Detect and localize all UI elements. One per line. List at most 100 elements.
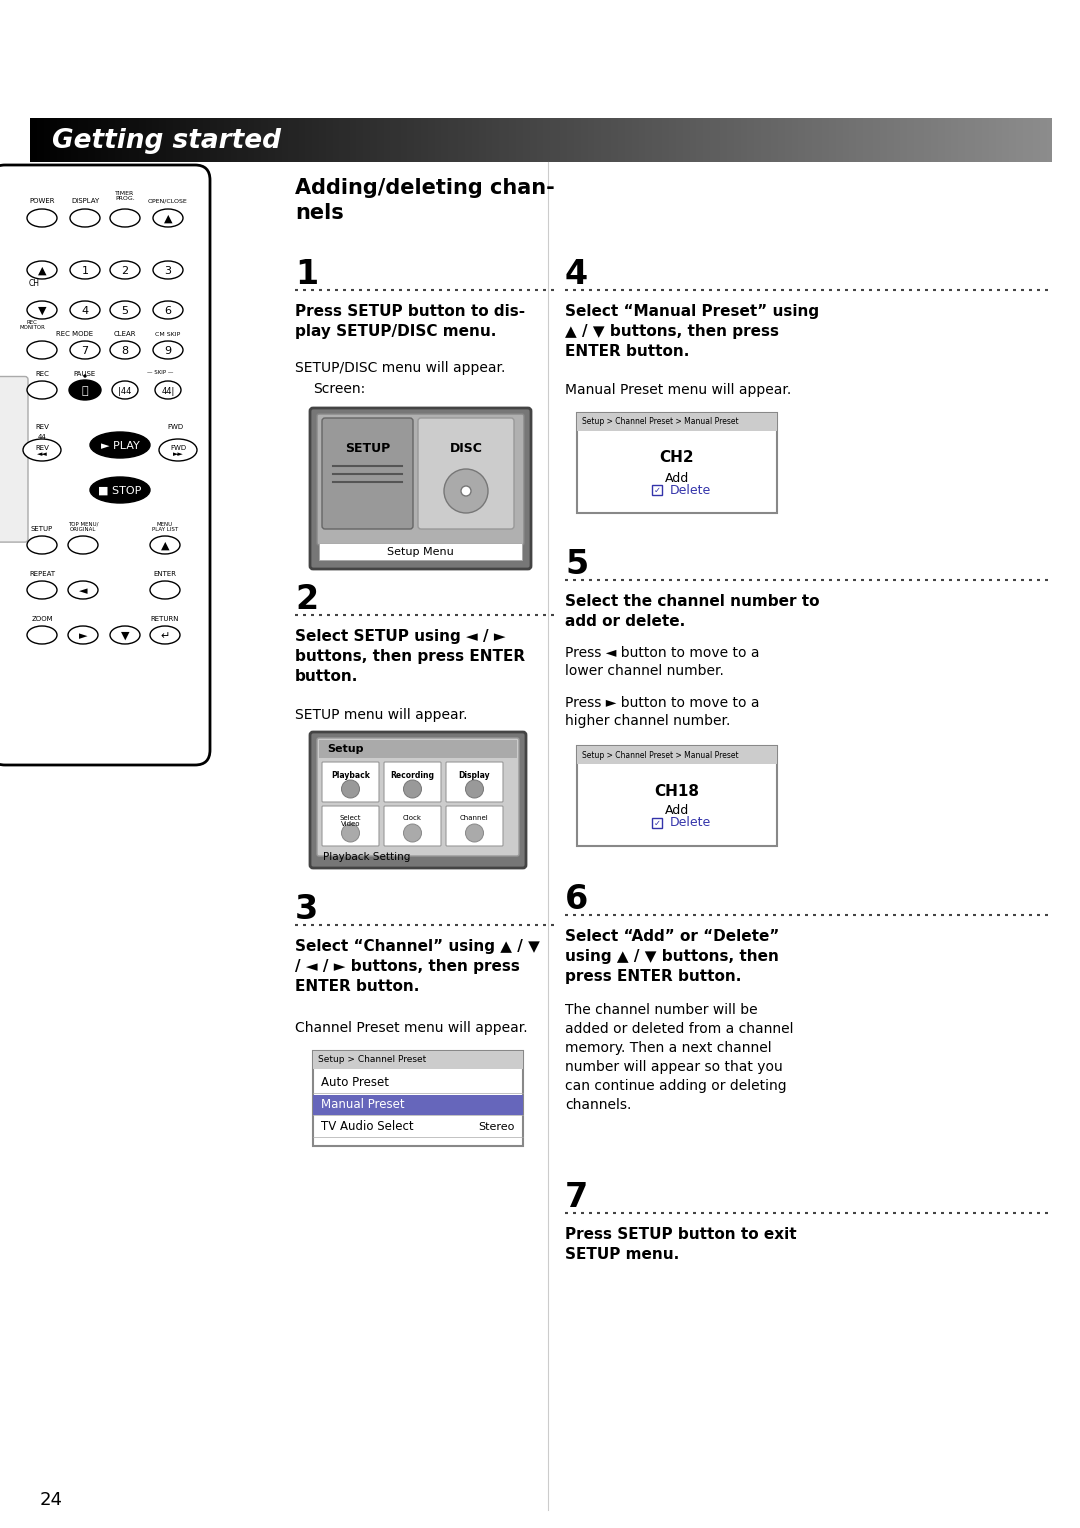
FancyBboxPatch shape [418, 419, 514, 529]
Text: CH: CH [28, 280, 40, 289]
Text: Getting started: Getting started [52, 128, 281, 154]
Text: 4: 4 [81, 306, 89, 316]
Bar [795, 118, 800, 162]
Bar [809, 118, 813, 162]
Bar [336, 118, 341, 162]
Bar [904, 118, 908, 162]
Text: 3: 3 [295, 892, 319, 926]
Text: 44: 44 [38, 434, 46, 440]
Bar [255, 118, 259, 162]
Text: 7: 7 [565, 1181, 589, 1215]
Ellipse shape [156, 380, 181, 399]
FancyBboxPatch shape [384, 762, 441, 802]
Bar [530, 118, 535, 162]
Text: TIMER
PROG.: TIMER PROG. [116, 191, 135, 202]
Ellipse shape [68, 581, 98, 599]
Text: ✓: ✓ [653, 819, 661, 828]
Ellipse shape [110, 209, 140, 228]
Bar [948, 118, 953, 162]
Text: 8: 8 [121, 345, 129, 356]
Ellipse shape [23, 439, 60, 461]
Text: ▼: ▼ [121, 631, 130, 642]
Bar [662, 118, 667, 162]
Text: SETUP: SETUP [31, 526, 53, 532]
Bar [1023, 118, 1028, 162]
Bar [577, 413, 777, 431]
Bar [431, 118, 436, 162]
Bar [489, 118, 494, 162]
Bar [102, 118, 106, 162]
FancyBboxPatch shape [0, 165, 210, 766]
Text: REC
MONITOR: REC MONITOR [19, 319, 45, 330]
Bar [67, 118, 72, 162]
Bar [339, 118, 345, 162]
Bar [442, 118, 446, 162]
FancyBboxPatch shape [577, 413, 777, 513]
Bar [866, 118, 872, 162]
Text: 1: 1 [81, 266, 89, 277]
Bar [1009, 118, 1014, 162]
Ellipse shape [70, 301, 100, 319]
Text: 6: 6 [565, 883, 589, 915]
Bar [554, 118, 558, 162]
Bar [537, 118, 541, 162]
Text: REV
◄◄: REV ◄◄ [35, 445, 49, 457]
Text: Setup > Channel Preset: Setup > Channel Preset [318, 1056, 427, 1065]
Bar [815, 118, 821, 162]
Bar [638, 118, 644, 162]
Bar [825, 118, 831, 162]
Bar [656, 118, 661, 162]
Bar [686, 118, 691, 162]
Bar [516, 118, 522, 162]
Bar [315, 118, 321, 162]
Bar [187, 118, 191, 162]
Bar [492, 118, 497, 162]
Bar [268, 118, 273, 162]
Bar [901, 118, 905, 162]
Bar [897, 118, 902, 162]
Bar [353, 118, 357, 162]
Bar [744, 118, 748, 162]
Bar [849, 118, 854, 162]
Bar [418, 118, 422, 162]
Bar [1005, 118, 1011, 162]
Bar [156, 118, 161, 162]
Bar [747, 118, 753, 162]
Bar [312, 118, 318, 162]
Bar [486, 118, 490, 162]
Text: Select
Video: Select Video [340, 814, 361, 828]
Bar [937, 118, 943, 162]
Bar [761, 118, 766, 162]
Bar [985, 118, 990, 162]
Text: ⏸: ⏸ [82, 387, 89, 396]
Bar [863, 118, 868, 162]
Text: CM SKIP: CM SKIP [156, 332, 180, 336]
Bar [951, 118, 956, 162]
Bar [733, 118, 739, 162]
Bar [108, 118, 113, 162]
Text: ✓: ✓ [653, 486, 661, 495]
Bar [261, 118, 266, 162]
Bar [561, 118, 565, 162]
Bar [730, 118, 735, 162]
Text: Press ► button to move to a
higher channel number.: Press ► button to move to a higher chann… [565, 695, 759, 729]
FancyBboxPatch shape [322, 419, 413, 529]
Bar [306, 118, 310, 162]
Text: ◄: ◄ [79, 587, 87, 596]
Bar [163, 118, 167, 162]
Bar [166, 118, 171, 162]
Bar [679, 118, 685, 162]
Text: REPEAT: REPEAT [29, 571, 55, 578]
Ellipse shape [150, 536, 180, 555]
Ellipse shape [70, 261, 100, 280]
Bar [578, 118, 582, 162]
Bar [401, 118, 405, 162]
Bar [84, 118, 90, 162]
Text: 7: 7 [81, 345, 89, 356]
Bar [507, 118, 511, 162]
Circle shape [461, 486, 471, 497]
Ellipse shape [150, 626, 180, 643]
Circle shape [444, 469, 488, 513]
Text: Setup > Channel Preset > Manual Preset: Setup > Channel Preset > Manual Preset [582, 750, 739, 759]
Bar [969, 118, 973, 162]
